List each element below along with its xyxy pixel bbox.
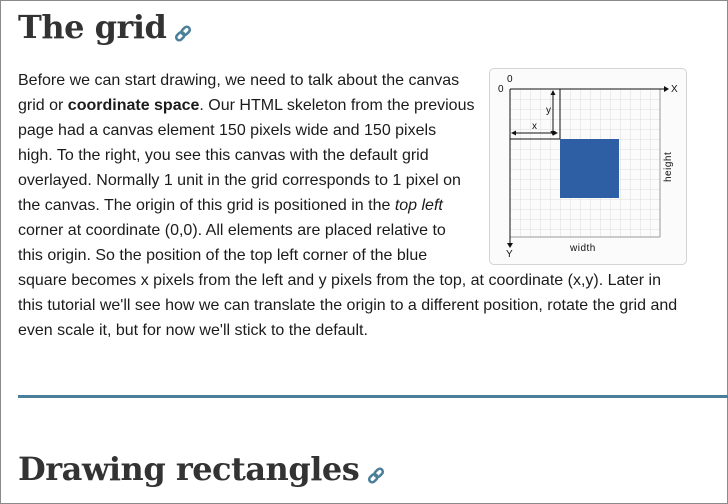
section-heading-drawing-rectangles: Drawing rectangles: [18, 447, 385, 494]
paragraph-text-2: . Our HTML skeleton from the previous pa…: [18, 97, 475, 214]
canvas-grid-figure: 0 0 X Y x y width height: [489, 68, 687, 265]
x-axis-label: X: [671, 84, 678, 95]
heading-text: Drawing rectangles: [18, 450, 360, 488]
origin-top-label: 0: [507, 74, 513, 85]
section-heading-the-grid: The grid: [18, 5, 192, 52]
grid-diagram: 0 0 X Y x y width height: [498, 74, 678, 260]
y-axis-label: Y: [506, 249, 513, 260]
heading-text: The grid: [18, 8, 167, 46]
width-label: width: [569, 243, 596, 254]
paragraph-text-3: corner at coordinate (0,0). All elements…: [18, 222, 678, 339]
grid-paragraph: 0 0 X Y x y width height Before we can s…: [18, 68, 687, 343]
section-divider: [18, 395, 728, 398]
origin-label: 0: [498, 84, 504, 95]
x-offset-label: x: [532, 121, 537, 132]
blue-square: [560, 139, 619, 198]
paragraph-bold-term: coordinate space: [67, 97, 200, 114]
paragraph-italic-term: top left: [394, 197, 443, 214]
height-label: height: [663, 152, 674, 182]
link-icon[interactable]: [174, 10, 192, 54]
y-offset-label: y: [546, 105, 551, 116]
link-icon[interactable]: [367, 452, 385, 496]
paragraph-text-1: Before we can start drawing, we need to …: [18, 72, 460, 114]
